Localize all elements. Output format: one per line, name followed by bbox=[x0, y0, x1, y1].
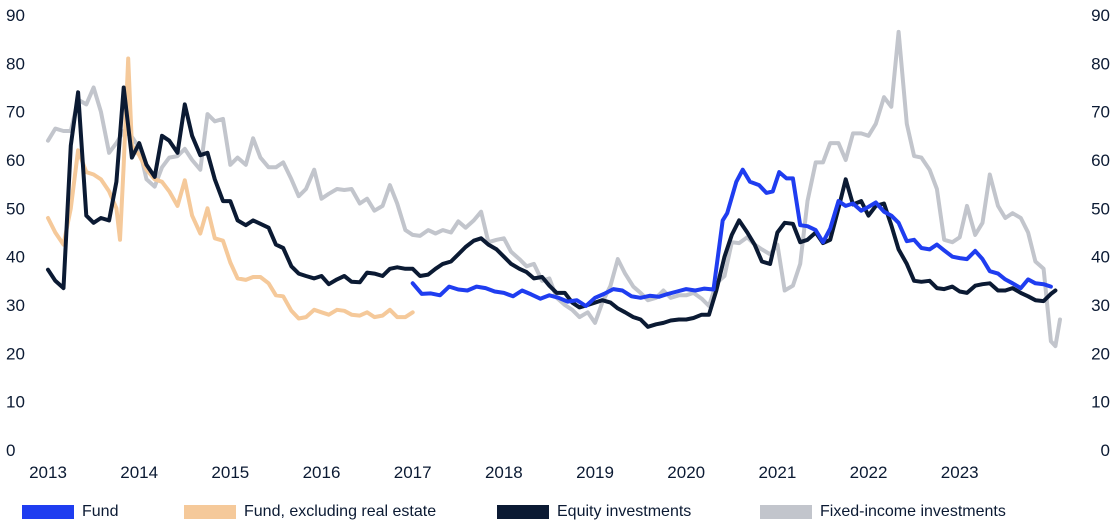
series-lines bbox=[46, 29, 1062, 349]
y-tick-label-left: 20 bbox=[6, 344, 25, 363]
x-tick-label: 2013 bbox=[29, 463, 67, 482]
legend-label-equity-investments: Equity investments bbox=[557, 503, 692, 520]
x-tick-label: 2017 bbox=[394, 463, 432, 482]
y-tick-label-right: 50 bbox=[1091, 199, 1110, 218]
x-tick-label: 2015 bbox=[211, 463, 249, 482]
y-tick-label-right: 60 bbox=[1091, 151, 1110, 170]
y-axis-right: 0 10 20 30 40 50 60 70 80 90 bbox=[1091, 6, 1110, 460]
y-tick-label-right: 30 bbox=[1091, 296, 1110, 315]
x-tick-label: 2020 bbox=[667, 463, 705, 482]
y-tick-label-left: 70 bbox=[6, 103, 25, 122]
y-tick-label-right: 80 bbox=[1091, 54, 1110, 73]
y-tick-label-right: 90 bbox=[1091, 6, 1110, 25]
series-line-fixed-income-investments bbox=[46, 29, 1062, 349]
y-tick-label-left: 60 bbox=[6, 151, 25, 170]
legend-label-fixed-income-investments: Fixed-income investments bbox=[820, 503, 1006, 520]
legend-item-fund-excluding-real-estate: Fund, excluding real estate bbox=[184, 503, 436, 521]
y-tick-label-left: 80 bbox=[6, 54, 25, 73]
x-tick-label: 2018 bbox=[485, 463, 523, 482]
legend-swatch-equity-investments bbox=[497, 505, 549, 519]
legend-label-fund: Fund bbox=[82, 503, 119, 520]
y-tick-label-left: 30 bbox=[6, 296, 25, 315]
x-tick-label: 2016 bbox=[303, 463, 341, 482]
y-tick-label-right: 40 bbox=[1091, 248, 1110, 267]
y-tick-label-left: 10 bbox=[6, 393, 25, 412]
y-tick-label-left: 0 bbox=[6, 441, 15, 460]
y-tick-label-left: 50 bbox=[6, 199, 25, 218]
series-line-fund bbox=[410, 167, 1053, 308]
y-tick-label-right: 10 bbox=[1091, 393, 1110, 412]
legend-item-fund: Fund bbox=[22, 503, 118, 521]
y-tick-label-right: 0 bbox=[1101, 441, 1110, 460]
y-tick-label-right: 70 bbox=[1091, 103, 1110, 122]
legend-swatch-fixed-income-investments bbox=[760, 505, 812, 519]
series-line-equity-investments bbox=[46, 85, 1058, 329]
x-tick-label: 2023 bbox=[941, 463, 979, 482]
x-tick-label: 2014 bbox=[120, 463, 158, 482]
x-tick-label: 2022 bbox=[850, 463, 888, 482]
series-line-fund-excluding-real-estate bbox=[46, 56, 415, 321]
y-tick-label-right: 20 bbox=[1091, 344, 1110, 363]
legend: Fund Fund, excluding real estate Equity … bbox=[0, 503, 1120, 529]
x-tick-label: 2019 bbox=[576, 463, 614, 482]
legend-item-equity-investments: Equity investments bbox=[497, 503, 691, 521]
y-axis-left: 0 10 20 30 40 50 60 70 80 90 bbox=[6, 6, 25, 460]
legend-label-fund-excluding-real-estate: Fund, excluding real estate bbox=[244, 503, 437, 520]
x-axis: 2013 2014 2015 2016 2017 2018 2019 2020 2021 2022… bbox=[29, 463, 979, 482]
y-tick-label-left: 40 bbox=[6, 248, 25, 267]
y-tick-label-left: 90 bbox=[6, 6, 25, 25]
legend-item-fixed-income-investments: Fixed-income investments bbox=[760, 503, 1006, 521]
legend-swatch-fund-excluding-real-estate bbox=[184, 505, 236, 519]
x-tick-label: 2021 bbox=[758, 463, 796, 482]
legend-swatch-fund bbox=[22, 505, 74, 519]
